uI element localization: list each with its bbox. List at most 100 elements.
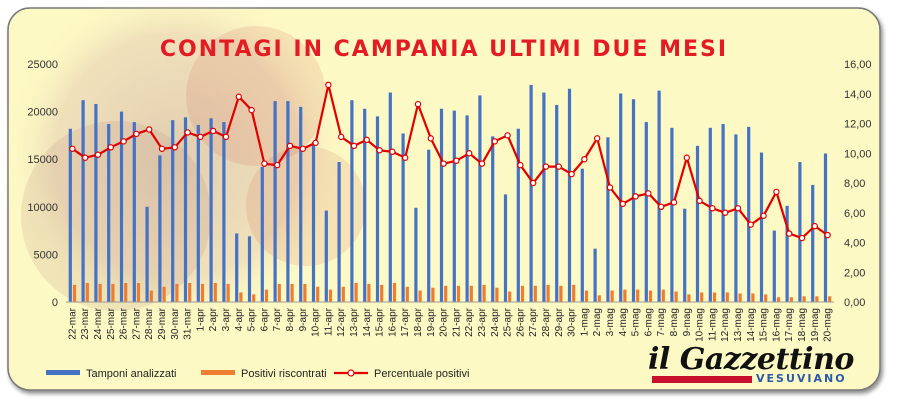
- bar-tamponi: [247, 236, 252, 302]
- bar-tamponi: [171, 120, 175, 302]
- bar-tamponi: [388, 92, 392, 302]
- x-tick-label: 31-mar: [183, 307, 194, 339]
- point-percentuale: [670, 199, 678, 206]
- x-tick-label: 9-mag: [682, 308, 693, 336]
- bar-positivi: [354, 282, 358, 302]
- x-tick-label: 18-apr: [413, 307, 424, 337]
- x-tick-label: 17-mag: [784, 308, 795, 342]
- x-tick-label: 28-mar: [144, 307, 155, 339]
- bar-tamponi: [81, 100, 85, 303]
- y-right-tick-label: 14,00: [844, 89, 872, 101]
- point-percentuale: [606, 184, 614, 191]
- point-percentuale: [81, 154, 89, 161]
- bar-tamponi: [567, 88, 572, 302]
- bar-positivi: [418, 290, 422, 302]
- point-percentuale: [286, 142, 294, 150]
- point-percentuale: [363, 136, 370, 144]
- bar-positivi: [687, 294, 691, 302]
- bar-tamponi: [94, 103, 98, 302]
- gazzettino-logo: il Gazzettino VESUVIANO: [646, 342, 854, 386]
- point-percentuale: [184, 129, 191, 136]
- point-percentuale: [145, 126, 153, 133]
- bar-positivi: [367, 283, 371, 302]
- point-percentuale: [824, 231, 831, 239]
- bar-tamponi: [158, 155, 162, 302]
- x-tick-label: 3-mag: [605, 308, 616, 336]
- bar-positivi: [725, 292, 729, 302]
- x-tick-label: 24-apr: [490, 307, 501, 337]
- x-tick-label: 3-apr: [221, 307, 232, 331]
- point-percentuale: [376, 147, 383, 154]
- point-percentuale: [440, 160, 447, 167]
- bar-positivi: [700, 292, 704, 302]
- bar-tamponi: [68, 128, 72, 302]
- point-percentuale: [312, 139, 319, 147]
- point-percentuale: [222, 133, 230, 141]
- y-right-tick-label: 2,00: [844, 267, 865, 279]
- y-left-tick-label: 25000: [27, 59, 58, 71]
- x-tick-label: 7-apr: [272, 307, 283, 331]
- x-tick-label: 13-mag: [733, 308, 744, 342]
- bar-positivi: [712, 292, 717, 302]
- bar-tamponi: [670, 127, 674, 302]
- x-tick-label: 8-mag: [669, 308, 680, 336]
- bar-positivi: [290, 283, 294, 302]
- bar-tamponi: [798, 162, 802, 302]
- bar-tamponi: [311, 142, 316, 302]
- bar-tamponi: [759, 152, 764, 302]
- x-tick-label: 22-apr: [464, 307, 475, 337]
- x-tick-label: 16-apr: [387, 307, 398, 337]
- point-percentuale: [594, 135, 601, 142]
- bar-tamponi: [683, 208, 687, 302]
- x-tick-label: 17-apr: [400, 307, 411, 337]
- x-tick-label: 7-mag: [656, 308, 667, 336]
- bar-tamponi: [337, 162, 341, 302]
- x-tick-label: 25-mar: [106, 307, 117, 339]
- bar-positivi: [764, 294, 768, 302]
- x-tick-label: 1-mag: [579, 308, 590, 336]
- point-percentuale: [517, 161, 524, 169]
- point-percentuale: [209, 127, 217, 135]
- point-percentuale: [722, 209, 729, 216]
- x-tick-label: 20-apr: [439, 307, 450, 337]
- bar-positivi: [162, 286, 166, 302]
- bar-tamponi: [439, 108, 444, 302]
- point-percentuale: [453, 157, 460, 164]
- bar-positivi: [316, 286, 320, 302]
- x-tick-label: 5-mag: [631, 308, 642, 336]
- bar-positivi: [533, 285, 537, 302]
- point-percentuale: [709, 205, 716, 212]
- point-percentuale: [402, 154, 409, 161]
- y-right-tick-label: 6,00: [844, 208, 865, 220]
- bar-tamponi: [695, 145, 700, 302]
- bar-positivi: [124, 282, 128, 302]
- point-percentuale: [530, 179, 537, 187]
- x-tick-label: 13-apr: [349, 307, 360, 337]
- point-percentuale: [107, 144, 115, 151]
- bar-positivi: [802, 296, 806, 302]
- bar-positivi: [456, 285, 461, 302]
- bar-tamponi: [273, 101, 277, 303]
- bar-positivi: [597, 295, 601, 302]
- point-percentuale: [760, 212, 767, 219]
- bar-tamponi: [235, 233, 239, 302]
- x-tick-label: 12-mag: [720, 308, 731, 342]
- bar-positivi: [636, 289, 640, 302]
- x-tick-label: 25-apr: [503, 307, 514, 337]
- bar-positivi: [111, 283, 115, 302]
- point-percentuale: [120, 138, 127, 145]
- legend-label: Tamponi analizzati: [86, 368, 177, 380]
- point-percentuale: [94, 151, 102, 158]
- point-percentuale: [581, 155, 588, 163]
- x-tick-label: 4-mag: [618, 308, 629, 336]
- logo-main: il Gazzettino: [648, 342, 854, 377]
- bar-tamponi: [747, 126, 751, 302]
- legend-label: Positivi riscontrati: [241, 368, 327, 380]
- bar-tamponi: [823, 153, 828, 302]
- bar-tamponi: [555, 104, 559, 302]
- bar-tamponi: [516, 128, 520, 302]
- bar-tamponi: [222, 122, 226, 303]
- bar-positivi: [482, 284, 486, 302]
- bar-tamponi: [785, 205, 789, 302]
- y-left-tick-label: 20000: [27, 107, 58, 119]
